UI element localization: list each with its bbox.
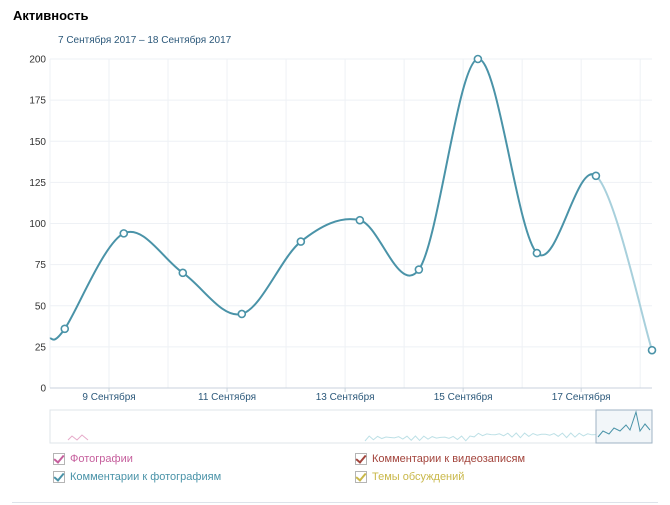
navigator-line-photos bbox=[67, 434, 89, 441]
y-tick-label: 125 bbox=[29, 178, 46, 189]
data-point bbox=[532, 248, 542, 258]
y-tick-label: 75 bbox=[35, 260, 47, 271]
x-tick-label: 13 Сентября bbox=[316, 391, 375, 403]
x-tick-label: 17 Сентября bbox=[552, 391, 611, 403]
navigator bbox=[49, 409, 653, 444]
divider bbox=[12, 502, 658, 503]
y-tick-label: 0 bbox=[40, 384, 46, 395]
navigator-line-comments bbox=[364, 432, 597, 442]
x-tick-label: 15 Сентября bbox=[434, 391, 493, 403]
legend-label: Комментарии к фотографиям bbox=[70, 471, 222, 483]
data-point bbox=[296, 237, 306, 246]
data-point bbox=[473, 54, 483, 64]
y-tick-label: 175 bbox=[29, 96, 46, 107]
data-point bbox=[414, 265, 424, 274]
page-title: Активность bbox=[13, 8, 89, 23]
data-point bbox=[119, 229, 129, 238]
data-point bbox=[60, 324, 70, 334]
legend-label: Комментарии к видеозаписям bbox=[372, 453, 526, 465]
y-tick-label: 50 bbox=[35, 301, 47, 312]
date-range-link[interactable]: 7 Сентября 2017 – 18 Сентября 2017 bbox=[58, 35, 232, 46]
y-tick-label: 100 bbox=[29, 219, 46, 230]
y-tick-label: 150 bbox=[29, 137, 46, 148]
legend-item-video-comments[interactable]: Комментарии к видеозаписям bbox=[355, 453, 525, 465]
series-line bbox=[49, 58, 597, 341]
legend-label: Темы обсуждений bbox=[372, 471, 465, 483]
y-tick-label: 200 bbox=[29, 55, 46, 66]
data-point bbox=[647, 345, 657, 355]
y-tick-label: 25 bbox=[35, 342, 47, 353]
data-point bbox=[237, 309, 247, 319]
navigator-line-selected bbox=[597, 410, 651, 438]
legend-item-photos[interactable]: Фотографии bbox=[53, 453, 133, 465]
legend-item-discussions[interactable]: Темы обсуждений bbox=[355, 471, 464, 483]
series-line-projected bbox=[595, 175, 653, 351]
x-tick-label: 11 Сентября bbox=[198, 391, 256, 403]
data-point bbox=[591, 171, 601, 181]
checkbox-icon[interactable] bbox=[355, 453, 367, 465]
checkbox-icon[interactable] bbox=[53, 453, 65, 465]
x-tick-label: 9 Сентября bbox=[82, 391, 135, 403]
data-point bbox=[355, 215, 365, 225]
legend-item-photo-comments[interactable]: Комментарии к фотографиям bbox=[53, 471, 221, 483]
checkbox-icon[interactable] bbox=[53, 471, 65, 483]
checkbox-icon[interactable] bbox=[355, 471, 367, 483]
activity-chart: 0 25 50 75 100 125 150 175 200 9 Сентября 11 Сентя… bbox=[29, 54, 657, 444]
data-point bbox=[178, 268, 188, 278]
legend-label: Фотографии bbox=[70, 453, 133, 465]
